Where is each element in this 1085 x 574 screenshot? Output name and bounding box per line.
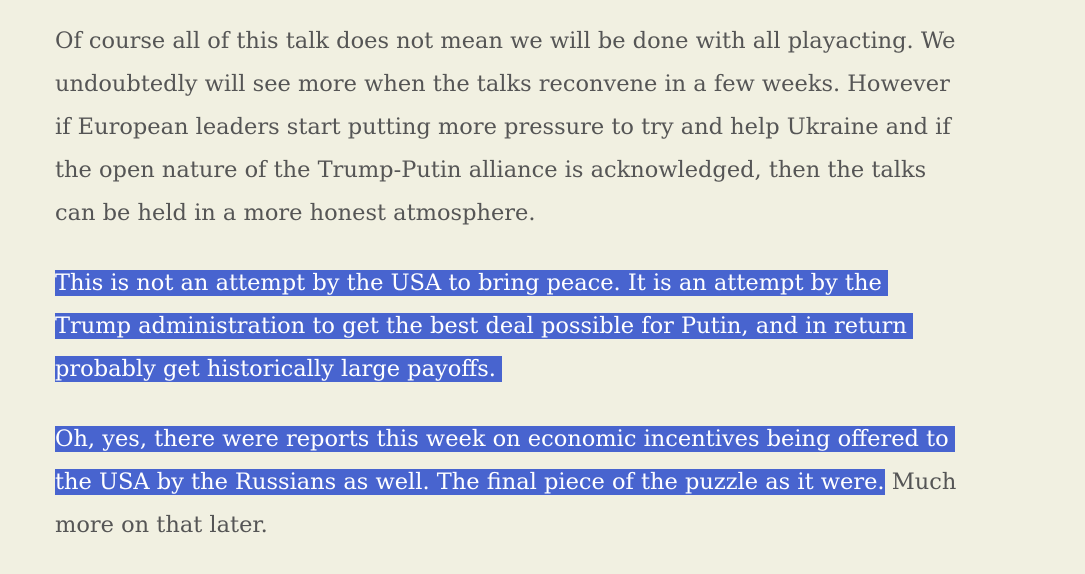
selected-text[interactable]: This is not an attempt by the USA to bri… xyxy=(55,270,888,296)
selected-text[interactable]: probably get historically large payoffs. xyxy=(55,356,502,382)
article-body: Of course all of this talk does not mean… xyxy=(55,20,1055,574)
paragraph-playacting: Of course all of this talk does not mean… xyxy=(55,20,1055,235)
text-line: more on that later. xyxy=(55,512,268,538)
paragraph-not-peace-selected: This is not an attempt by the USA to bri… xyxy=(55,262,1055,391)
text-line: if European leaders start putting more p… xyxy=(55,114,951,140)
text-fragment: Much xyxy=(884,469,957,495)
selected-text[interactable]: the USA by the Russians as well. The fin… xyxy=(55,469,885,495)
text-line: can be held in a more honest atmosphere. xyxy=(55,200,536,226)
selected-text[interactable]: Trump administration to get the best dea… xyxy=(55,313,913,339)
text-line: Of course all of this talk does not mean… xyxy=(55,28,956,54)
text-line: undoubtedly will see more when the talks… xyxy=(55,71,950,97)
selected-text[interactable]: Oh, yes, there were reports this week on… xyxy=(55,426,955,452)
paragraph-economic-incentives: Oh, yes, there were reports this week on… xyxy=(55,418,1055,547)
text-line: the open nature of the Trump-Putin allia… xyxy=(55,157,927,183)
